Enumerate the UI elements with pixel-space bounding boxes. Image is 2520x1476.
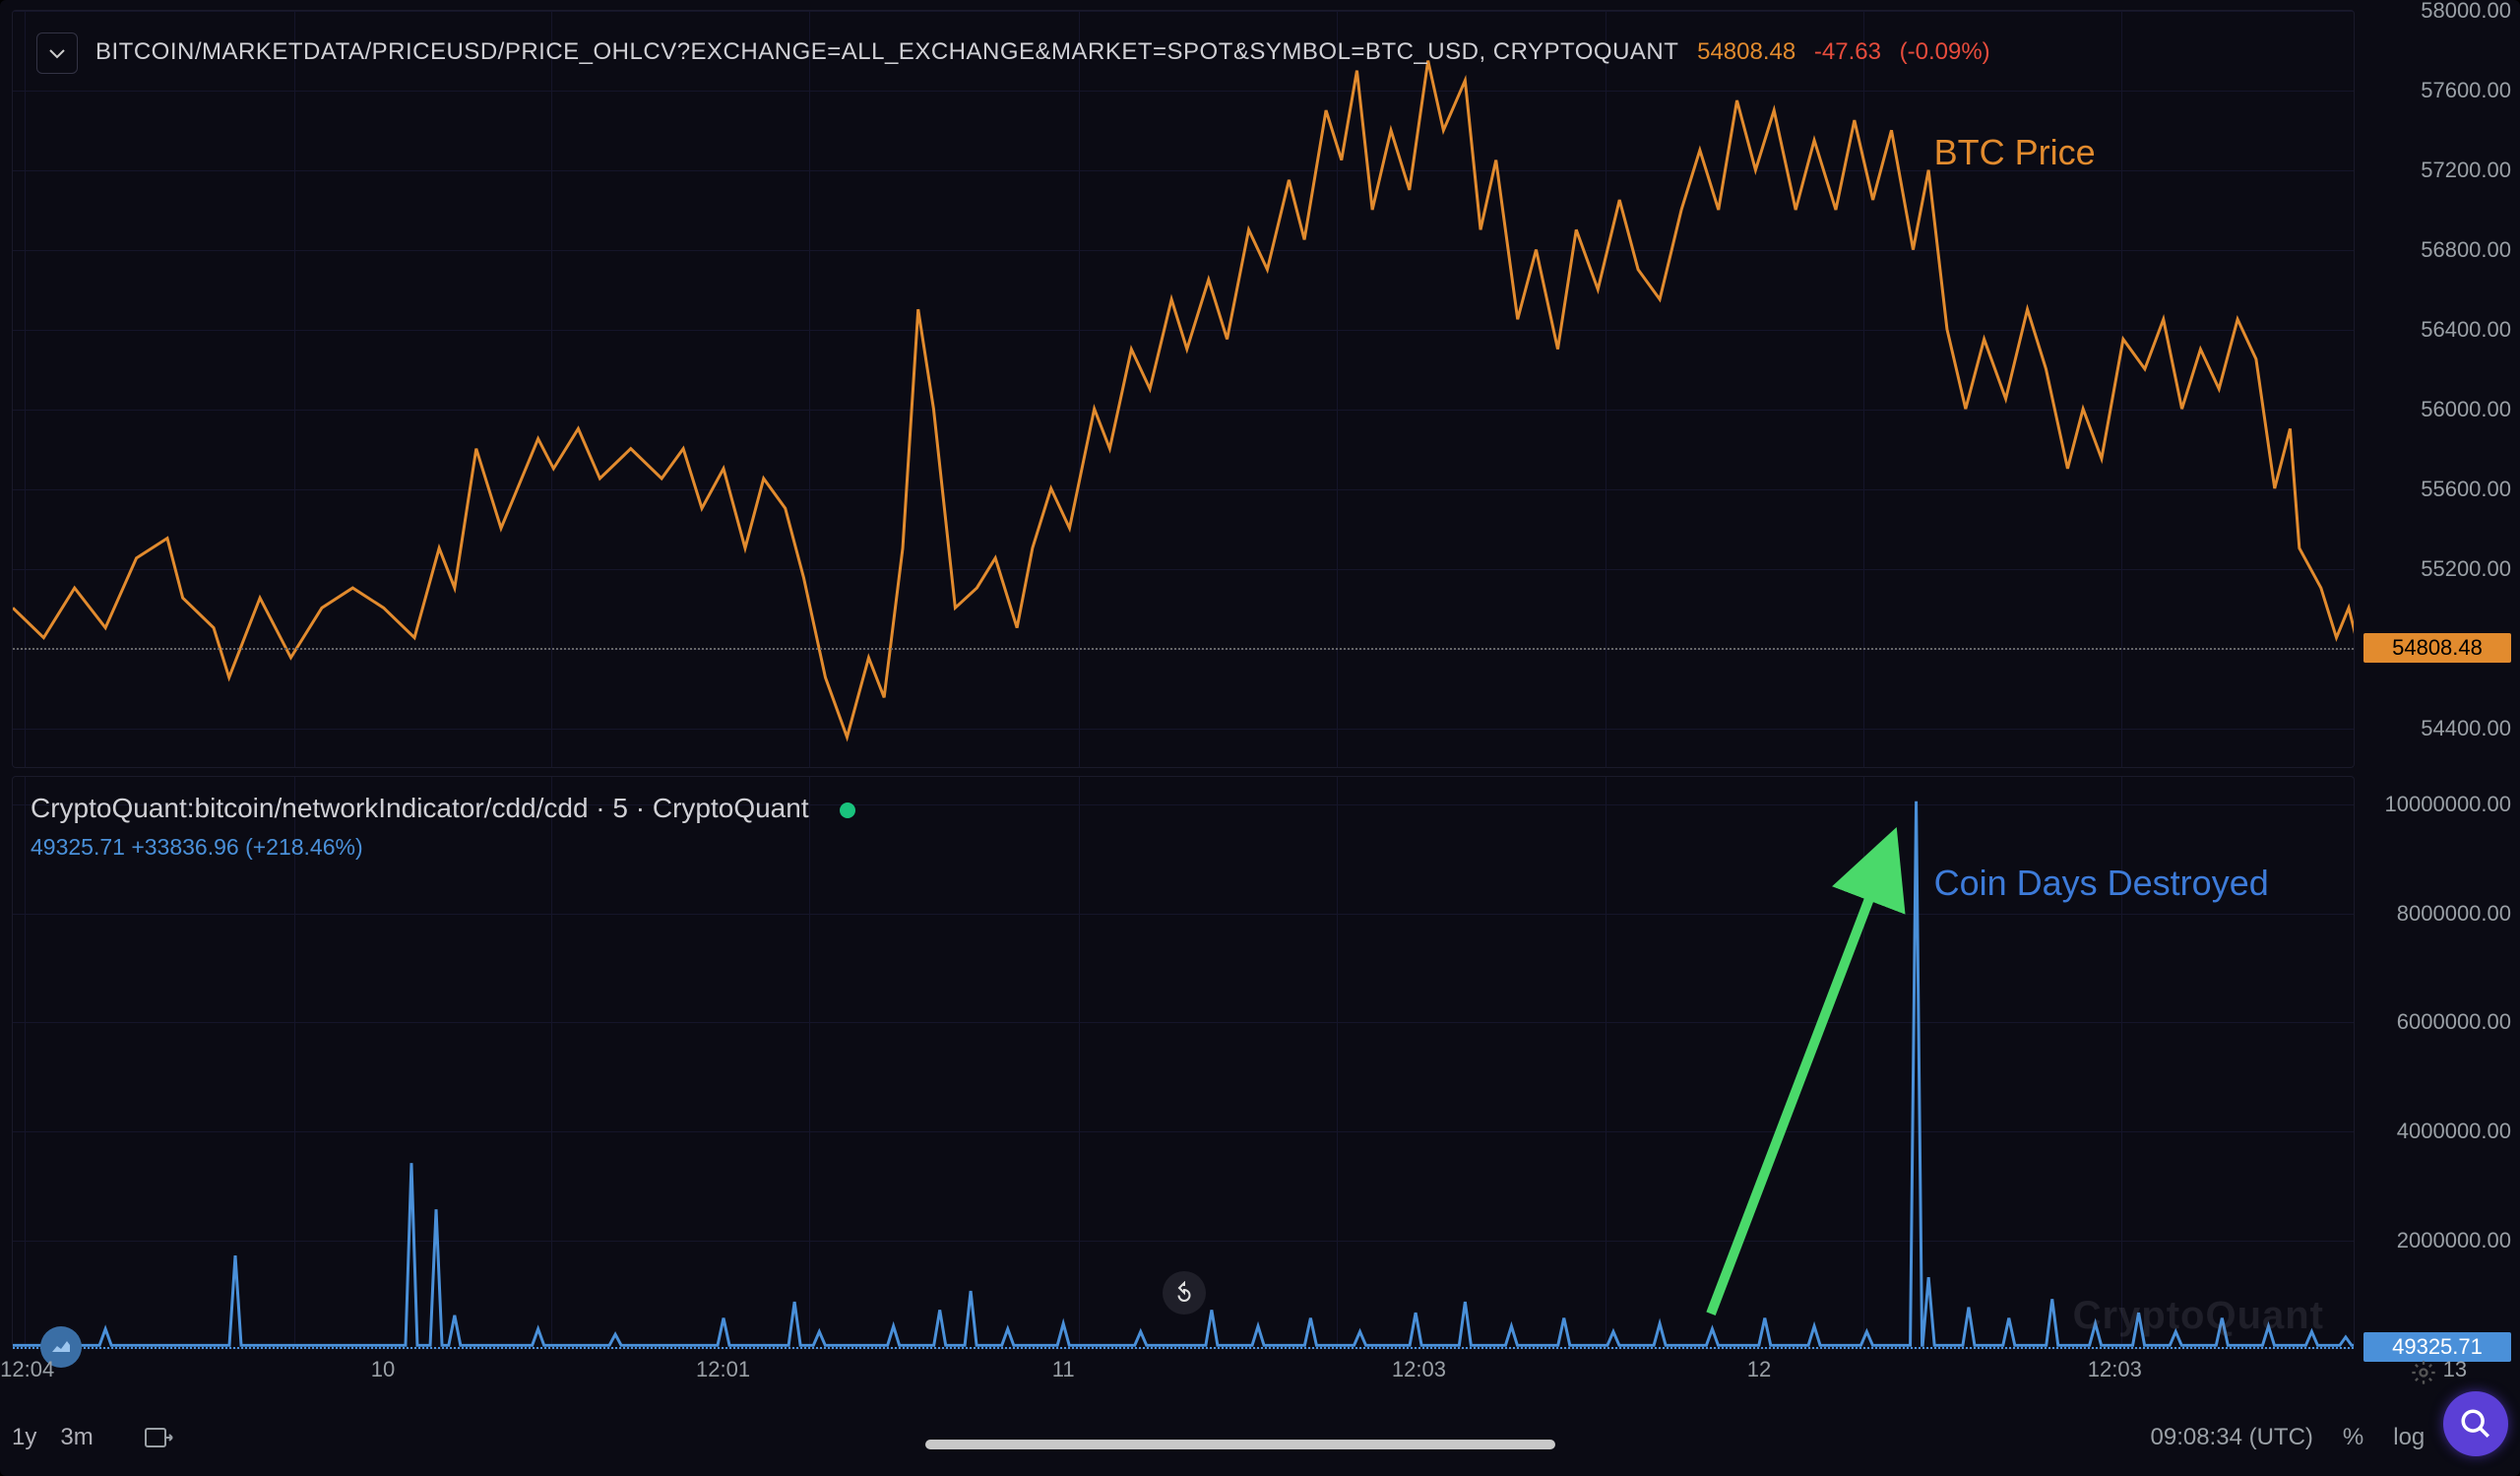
range-3m[interactable]: 3m bbox=[60, 1424, 93, 1450]
zoom-fab[interactable] bbox=[2443, 1391, 2508, 1456]
collapse-toggle[interactable] bbox=[36, 32, 78, 74]
bottom-toolbar: 1y 3m bbox=[12, 1410, 2492, 1464]
price-change: -47.63 bbox=[1814, 38, 1881, 65]
current-cdd-tag: 49325.71 bbox=[2363, 1332, 2511, 1362]
area-chart-icon bbox=[49, 1335, 73, 1359]
goto-icon bbox=[145, 1425, 174, 1450]
chart-area: BITCOIN/MARKETDATA/PRICEUSD/PRICE_OHLCV?… bbox=[12, 10, 2355, 1349]
magnifier-icon bbox=[2459, 1407, 2492, 1441]
cdd-panel[interactable]: CryptoQuant:bitcoin/networkIndicator/cdd… bbox=[12, 776, 2355, 1349]
y-tick: 57200.00 bbox=[2359, 158, 2511, 183]
axis-settings-button[interactable] bbox=[2410, 1359, 2437, 1391]
gear-icon bbox=[2410, 1359, 2437, 1386]
price-line-series bbox=[13, 11, 2354, 767]
current-price-tag: 54808.48 bbox=[2363, 633, 2511, 663]
price-panel[interactable]: BITCOIN/MARKETDATA/PRICEUSD/PRICE_OHLCV?… bbox=[12, 10, 2355, 768]
y-tick: 58000.00 bbox=[2359, 0, 2511, 24]
y-tick: 56800.00 bbox=[2359, 237, 2511, 263]
y-tick: 56000.00 bbox=[2359, 397, 2511, 422]
x-tick: 13 bbox=[2443, 1357, 2467, 1382]
cdd-y-axis[interactable]: 10000000.00 8000000.00 6000000.00 4000000.0… bbox=[2359, 777, 2511, 1348]
scale-log[interactable]: log bbox=[2393, 1424, 2425, 1451]
price-header: BITCOIN/MARKETDATA/PRICEUSD/PRICE_OHLCV?… bbox=[95, 38, 2002, 66]
current-price-hline bbox=[13, 648, 2354, 650]
range-1y[interactable]: 1y bbox=[12, 1424, 36, 1450]
scale-%[interactable]: % bbox=[2343, 1424, 2363, 1451]
y-tick: 57600.00 bbox=[2359, 78, 2511, 103]
horizontal-scrollbar[interactable] bbox=[925, 1440, 1555, 1449]
y-tick: 10000000.00 bbox=[2359, 792, 2511, 817]
last-price: 54808.48 bbox=[1697, 38, 1796, 65]
chevron-down-icon bbox=[47, 43, 67, 63]
x-tick: 12:03 bbox=[1392, 1357, 1446, 1382]
y-tick: 2000000.00 bbox=[2359, 1228, 2511, 1253]
trading-viewport: BITCOIN/MARKETDATA/PRICEUSD/PRICE_OHLCV?… bbox=[0, 0, 2520, 1476]
range-group: 1y 3m bbox=[12, 1424, 117, 1451]
time-x-axis[interactable]: 12:041012:011112:031212:031306:32 bbox=[12, 1357, 2355, 1396]
y-tick: 8000000.00 bbox=[2359, 901, 2511, 927]
price-change-pct: (-0.09%) bbox=[1900, 38, 1990, 65]
spike-arrow-annotation bbox=[13, 777, 2354, 1348]
undo-icon bbox=[1172, 1281, 1196, 1305]
x-tick: 12 bbox=[1747, 1357, 1771, 1382]
y-tick: 56400.00 bbox=[2359, 317, 2511, 343]
x-tick: 12:01 bbox=[696, 1357, 750, 1382]
x-tick: 10 bbox=[371, 1357, 395, 1382]
y-tick: 55600.00 bbox=[2359, 477, 2511, 502]
btc-price-label: BTC Price bbox=[1934, 132, 2096, 173]
current-cdd-hline bbox=[13, 1347, 2354, 1349]
symbol-path: BITCOIN/MARKETDATA/PRICEUSD/PRICE_OHLCV?… bbox=[95, 38, 1678, 65]
y-tick: 54400.00 bbox=[2359, 716, 2511, 741]
x-tick: 12:03 bbox=[2088, 1357, 2142, 1382]
clock-text: 09:08:34 (UTC) bbox=[2151, 1424, 2313, 1451]
goto-date-button[interactable] bbox=[145, 1425, 174, 1450]
x-tick: 11 bbox=[1052, 1357, 1075, 1382]
y-tick: 55200.00 bbox=[2359, 556, 2511, 582]
x-tick: 12:04 bbox=[0, 1357, 54, 1382]
y-tick: 6000000.00 bbox=[2359, 1009, 2511, 1035]
y-tick: 4000000.00 bbox=[2359, 1119, 2511, 1144]
reset-chart-button[interactable] bbox=[1163, 1271, 1206, 1315]
watermark: CryptoQuant bbox=[2073, 1294, 2324, 1338]
